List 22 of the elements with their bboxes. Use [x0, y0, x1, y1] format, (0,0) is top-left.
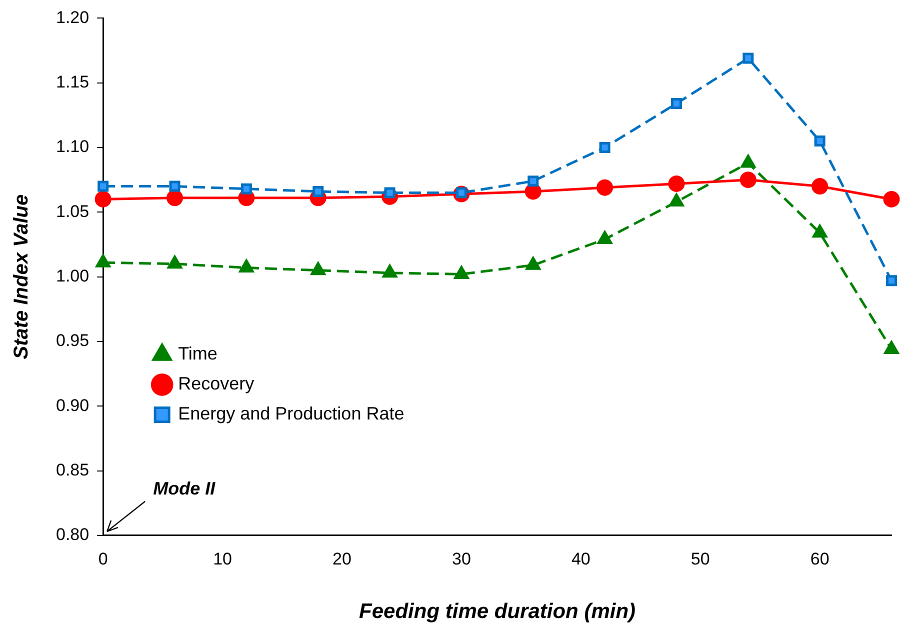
- y-tick-label: 1.20: [56, 8, 90, 27]
- legend-label: Energy and Production Rate: [178, 404, 404, 424]
- y-tick-label: 0.80: [56, 525, 90, 544]
- legend-label: Recovery: [178, 374, 254, 394]
- x-tick-label: 60: [810, 549, 830, 568]
- y-tick-label: 1.10: [56, 137, 90, 156]
- legend-label: Time: [178, 344, 218, 364]
- x-axis-title: Feeding time duration (min): [359, 600, 636, 624]
- x-tick-label: 10: [213, 549, 232, 568]
- y-tick-label: 0.85: [56, 460, 90, 480]
- y-tick-label: 0.90: [56, 396, 90, 415]
- x-tick-label: 50: [690, 549, 710, 568]
- y-tick-label: 0.95: [56, 331, 90, 350]
- x-tick-label: 30: [452, 549, 471, 568]
- y-tick-label: 1.15: [56, 72, 90, 92]
- x-tick-label: 20: [332, 549, 352, 568]
- y-tick-label: 1.05: [56, 202, 90, 221]
- annotation: Mode II: [153, 478, 216, 498]
- x-tick-label: 40: [571, 549, 590, 568]
- y-tick-label: 1.00: [56, 266, 90, 286]
- x-tick-label: 0: [98, 549, 108, 568]
- y-axis-title: State Index Value: [10, 194, 33, 360]
